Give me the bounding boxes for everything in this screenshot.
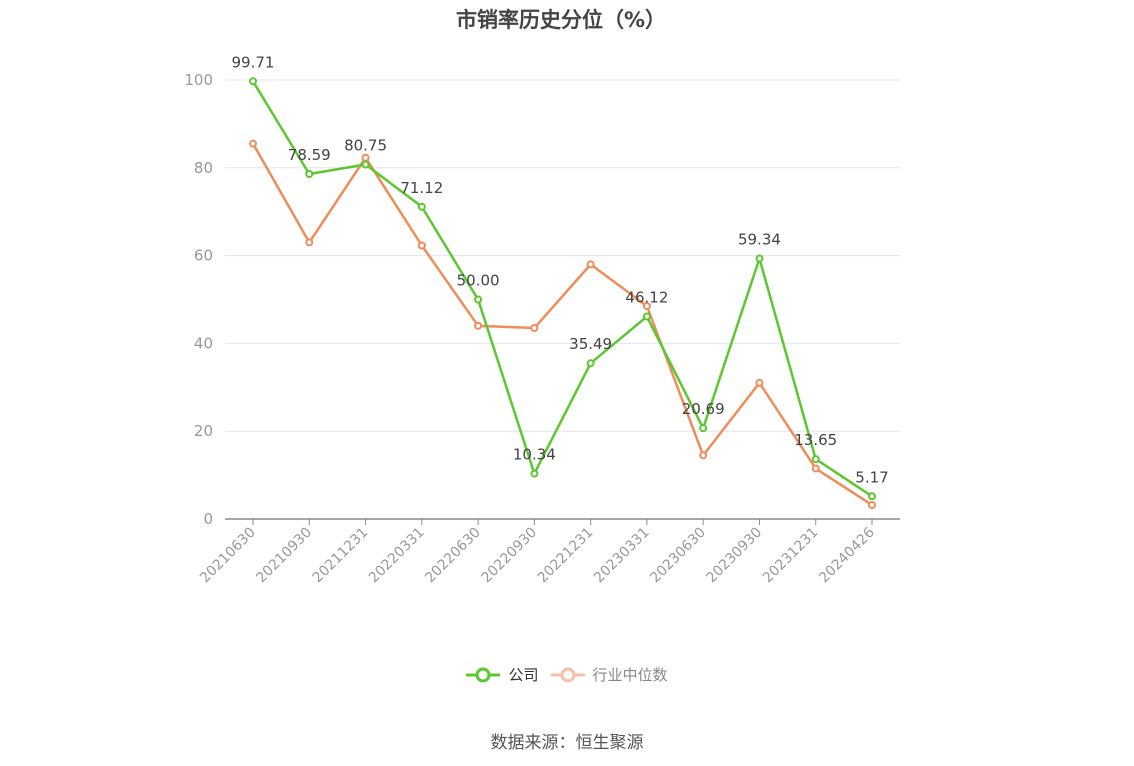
company-series-line: [251, 80, 873, 498]
x-tick-label: 20230930: [704, 525, 766, 587]
company-data-label: 20.69: [682, 400, 725, 418]
y-tick-label: 60: [194, 247, 213, 265]
company-point: [249, 77, 257, 86]
industry-point: [642, 302, 651, 311]
industry-point: [586, 260, 595, 269]
x-tick-label: 20221231: [535, 525, 597, 587]
legend-item-industry-median[interactable]: 行业中位数: [550, 664, 668, 685]
x-tick-label: 20220630: [422, 525, 484, 587]
legend-company-label: 公司: [508, 666, 539, 684]
x-tick-label: 20210630: [197, 525, 259, 587]
company-data-label: 71.12: [400, 179, 443, 197]
x-tick-label: 20220930: [478, 525, 540, 587]
industry-point: [417, 241, 426, 250]
x-tick-label: 20211231: [310, 525, 372, 587]
company-point: [811, 455, 820, 464]
company-data-label: 80.75: [344, 137, 387, 155]
industry-series-line: [251, 143, 873, 507]
x-tick-label: 20230630: [647, 525, 709, 587]
x-tick-label: 20231231: [760, 525, 822, 587]
company-data-label: 35.49: [569, 335, 612, 353]
company-point: [474, 295, 483, 304]
company-point: [305, 169, 314, 178]
x-tick-label: 20210930: [253, 525, 315, 587]
legend-company-marker-icon: [466, 667, 501, 682]
industry-point: [361, 153, 370, 162]
y-tick-label: 80: [194, 159, 213, 177]
company-data-label: 46.12: [625, 289, 668, 307]
x-tick-label: 20230331: [591, 525, 653, 587]
company-point: [755, 254, 764, 263]
company-point: [361, 160, 370, 169]
company-point: [868, 492, 876, 501]
company-point: [699, 424, 708, 433]
company-data-label: 78.59: [288, 146, 331, 164]
company-data-label: 10.34: [513, 446, 556, 464]
industry-point: [249, 139, 257, 148]
company-data-label: 5.17: [855, 468, 888, 486]
x-tick-label: 20220331: [366, 525, 428, 587]
y-tick-label: 20: [194, 422, 213, 440]
legend: 公司 行业中位数: [0, 664, 1134, 685]
x-tick-label: 20240426: [816, 524, 878, 586]
legend-industry-label: 行业中位数: [592, 666, 668, 684]
industry-point: [811, 464, 820, 473]
company-point: [417, 202, 426, 211]
y-tick-label: 100: [184, 71, 213, 89]
company-point: [642, 312, 651, 321]
industry-point: [868, 500, 876, 509]
company-data-label: 13.65: [794, 431, 837, 449]
industry-point: [305, 238, 314, 247]
company-data-label: 99.71: [232, 53, 275, 71]
data-labels: 99.71 78.59 80.75 71.12 50.00 10.34 35.49 46.12…: [232, 53, 889, 486]
industry-point: [699, 451, 708, 460]
series-lines: [249, 77, 876, 509]
company-data-label: 59.34: [738, 230, 781, 248]
legend-item-company[interactable]: 公司: [466, 664, 539, 685]
industry-point: [530, 324, 539, 333]
industry-point: [474, 321, 483, 330]
company-data-label: 50.00: [457, 272, 500, 290]
y-tick-label: 0: [203, 510, 213, 528]
chart-title: 市销率历史分位（%）: [455, 8, 667, 32]
legend-industry-marker-icon: [550, 667, 585, 682]
gridlines: [225, 79, 900, 432]
industry-point: [755, 378, 764, 387]
company-point: [530, 469, 539, 478]
company-point: [586, 359, 595, 368]
source-note: 数据来源：恒生聚源: [490, 733, 644, 753]
y-tick-label: 40: [194, 334, 213, 352]
